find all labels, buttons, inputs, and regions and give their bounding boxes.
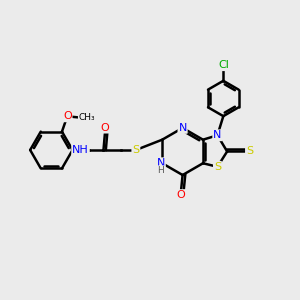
Text: N: N <box>213 130 222 140</box>
Text: N: N <box>178 123 187 133</box>
Text: Cl: Cl <box>218 60 229 70</box>
Text: H: H <box>158 166 164 175</box>
Text: NH: NH <box>72 145 89 155</box>
Text: S: S <box>214 162 221 172</box>
Text: S: S <box>132 145 140 155</box>
Text: N: N <box>157 158 165 168</box>
Text: O: O <box>177 190 185 200</box>
Text: O: O <box>63 111 72 121</box>
Text: CH₃: CH₃ <box>79 113 95 122</box>
Text: O: O <box>100 123 109 133</box>
Text: S: S <box>246 146 253 157</box>
